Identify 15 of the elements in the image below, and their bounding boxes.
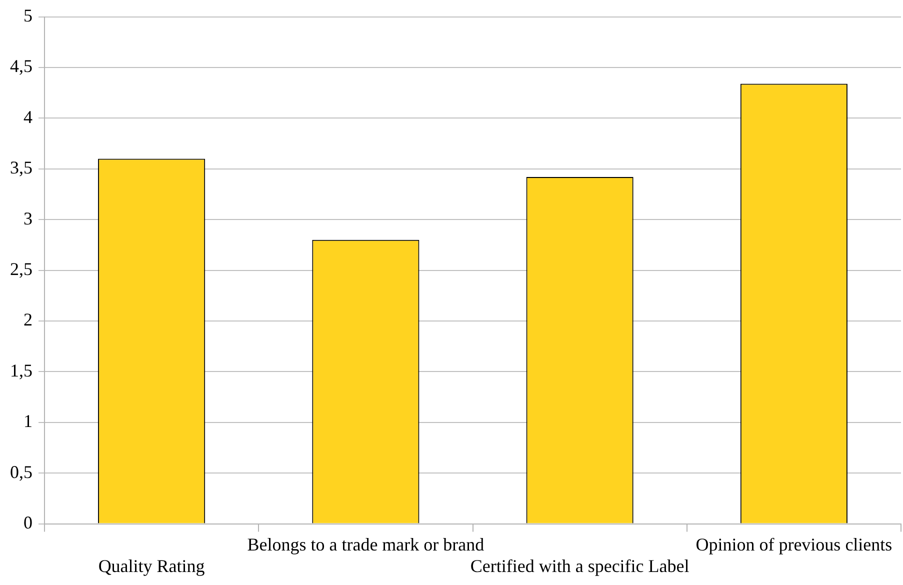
y-tick-label: 3,5 xyxy=(10,158,32,178)
y-tick-label: 1,5 xyxy=(10,360,32,380)
y-tick-label: 0 xyxy=(24,512,32,533)
y-tick-label: 3 xyxy=(24,208,32,228)
y-tick-label: 4 xyxy=(24,106,32,127)
y-tick-label: 4,5 xyxy=(10,56,32,76)
x-tick-label: Quality Rating xyxy=(98,556,205,576)
x-tick-label: Belongs to a trade mark or brand xyxy=(247,534,484,554)
y-tick-label: 2,5 xyxy=(10,259,32,280)
y-tick-label: 5 xyxy=(24,6,32,26)
x-tick-label: Opinion of previous clients xyxy=(696,534,892,554)
y-tick-label: 1 xyxy=(24,411,32,432)
y-tick-label: 0,5 xyxy=(10,462,32,482)
x-tick-label: Certified with a specific Label xyxy=(470,556,690,576)
y-tick-label: 2 xyxy=(24,310,32,330)
